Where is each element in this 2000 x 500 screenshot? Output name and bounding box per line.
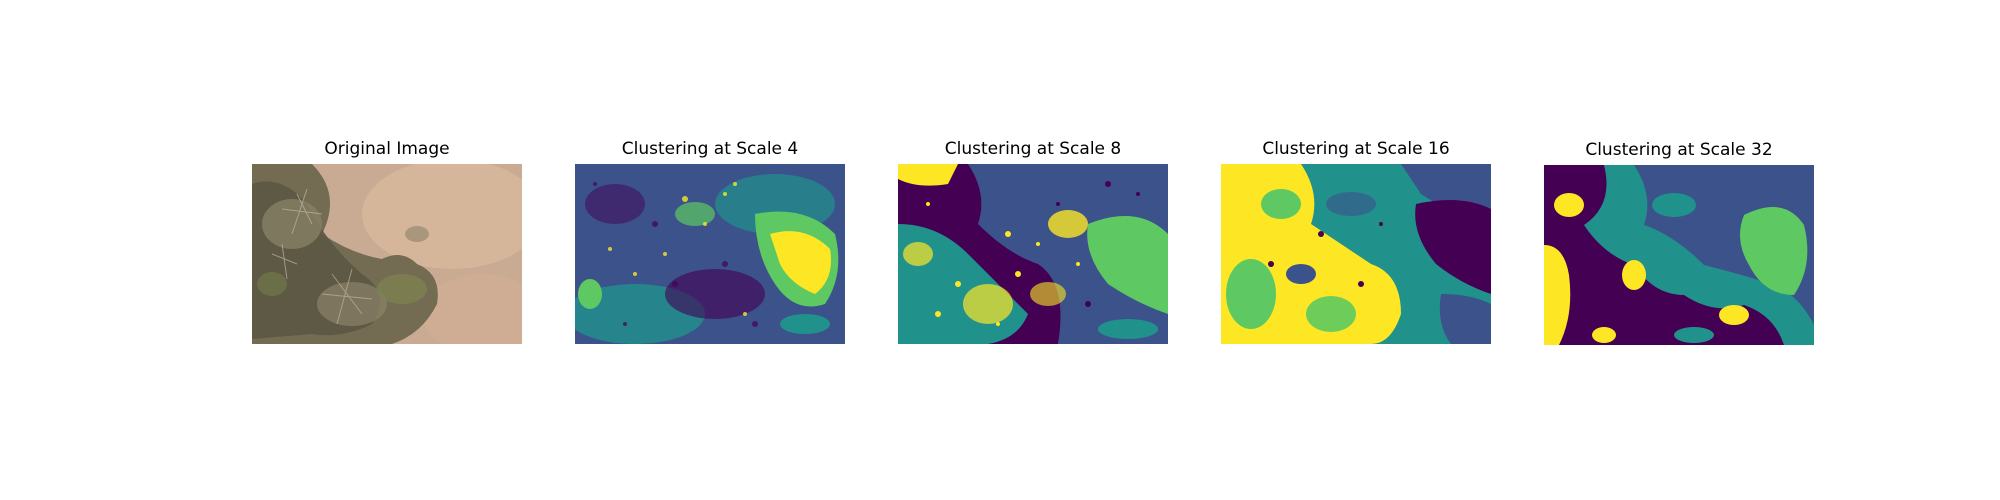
cluster-map-scale-8 xyxy=(898,164,1168,344)
panel-title: Clustering at Scale 32 xyxy=(1585,140,1773,160)
panel-title: Clustering at Scale 16 xyxy=(1262,139,1450,159)
panel-scale-16: Clustering at Scale 16 xyxy=(1221,0,1491,500)
original-image-graphic xyxy=(252,164,522,344)
panel-scale-32: Clustering at Scale 32 xyxy=(1544,0,1814,500)
cluster-map-scale-4 xyxy=(575,164,845,344)
cluster-map-graphic xyxy=(1544,165,1814,345)
cluster-map-scale-32 xyxy=(1544,165,1814,345)
panel-scale-8: Clustering at Scale 8 xyxy=(898,0,1168,500)
panel-title: Clustering at Scale 4 xyxy=(621,139,799,159)
cluster-map-graphic xyxy=(898,164,1168,344)
panel-title: Original Image xyxy=(324,139,450,159)
cluster-map-graphic xyxy=(1221,164,1491,344)
panel-title: Clustering at Scale 8 xyxy=(944,139,1122,159)
cluster-map-graphic xyxy=(575,164,845,344)
original-image xyxy=(252,164,522,344)
panel-scale-4: Clustering at Scale 4 xyxy=(575,0,845,500)
panel-original-image: Original Image xyxy=(252,0,522,500)
cluster-map-scale-16 xyxy=(1221,164,1491,344)
